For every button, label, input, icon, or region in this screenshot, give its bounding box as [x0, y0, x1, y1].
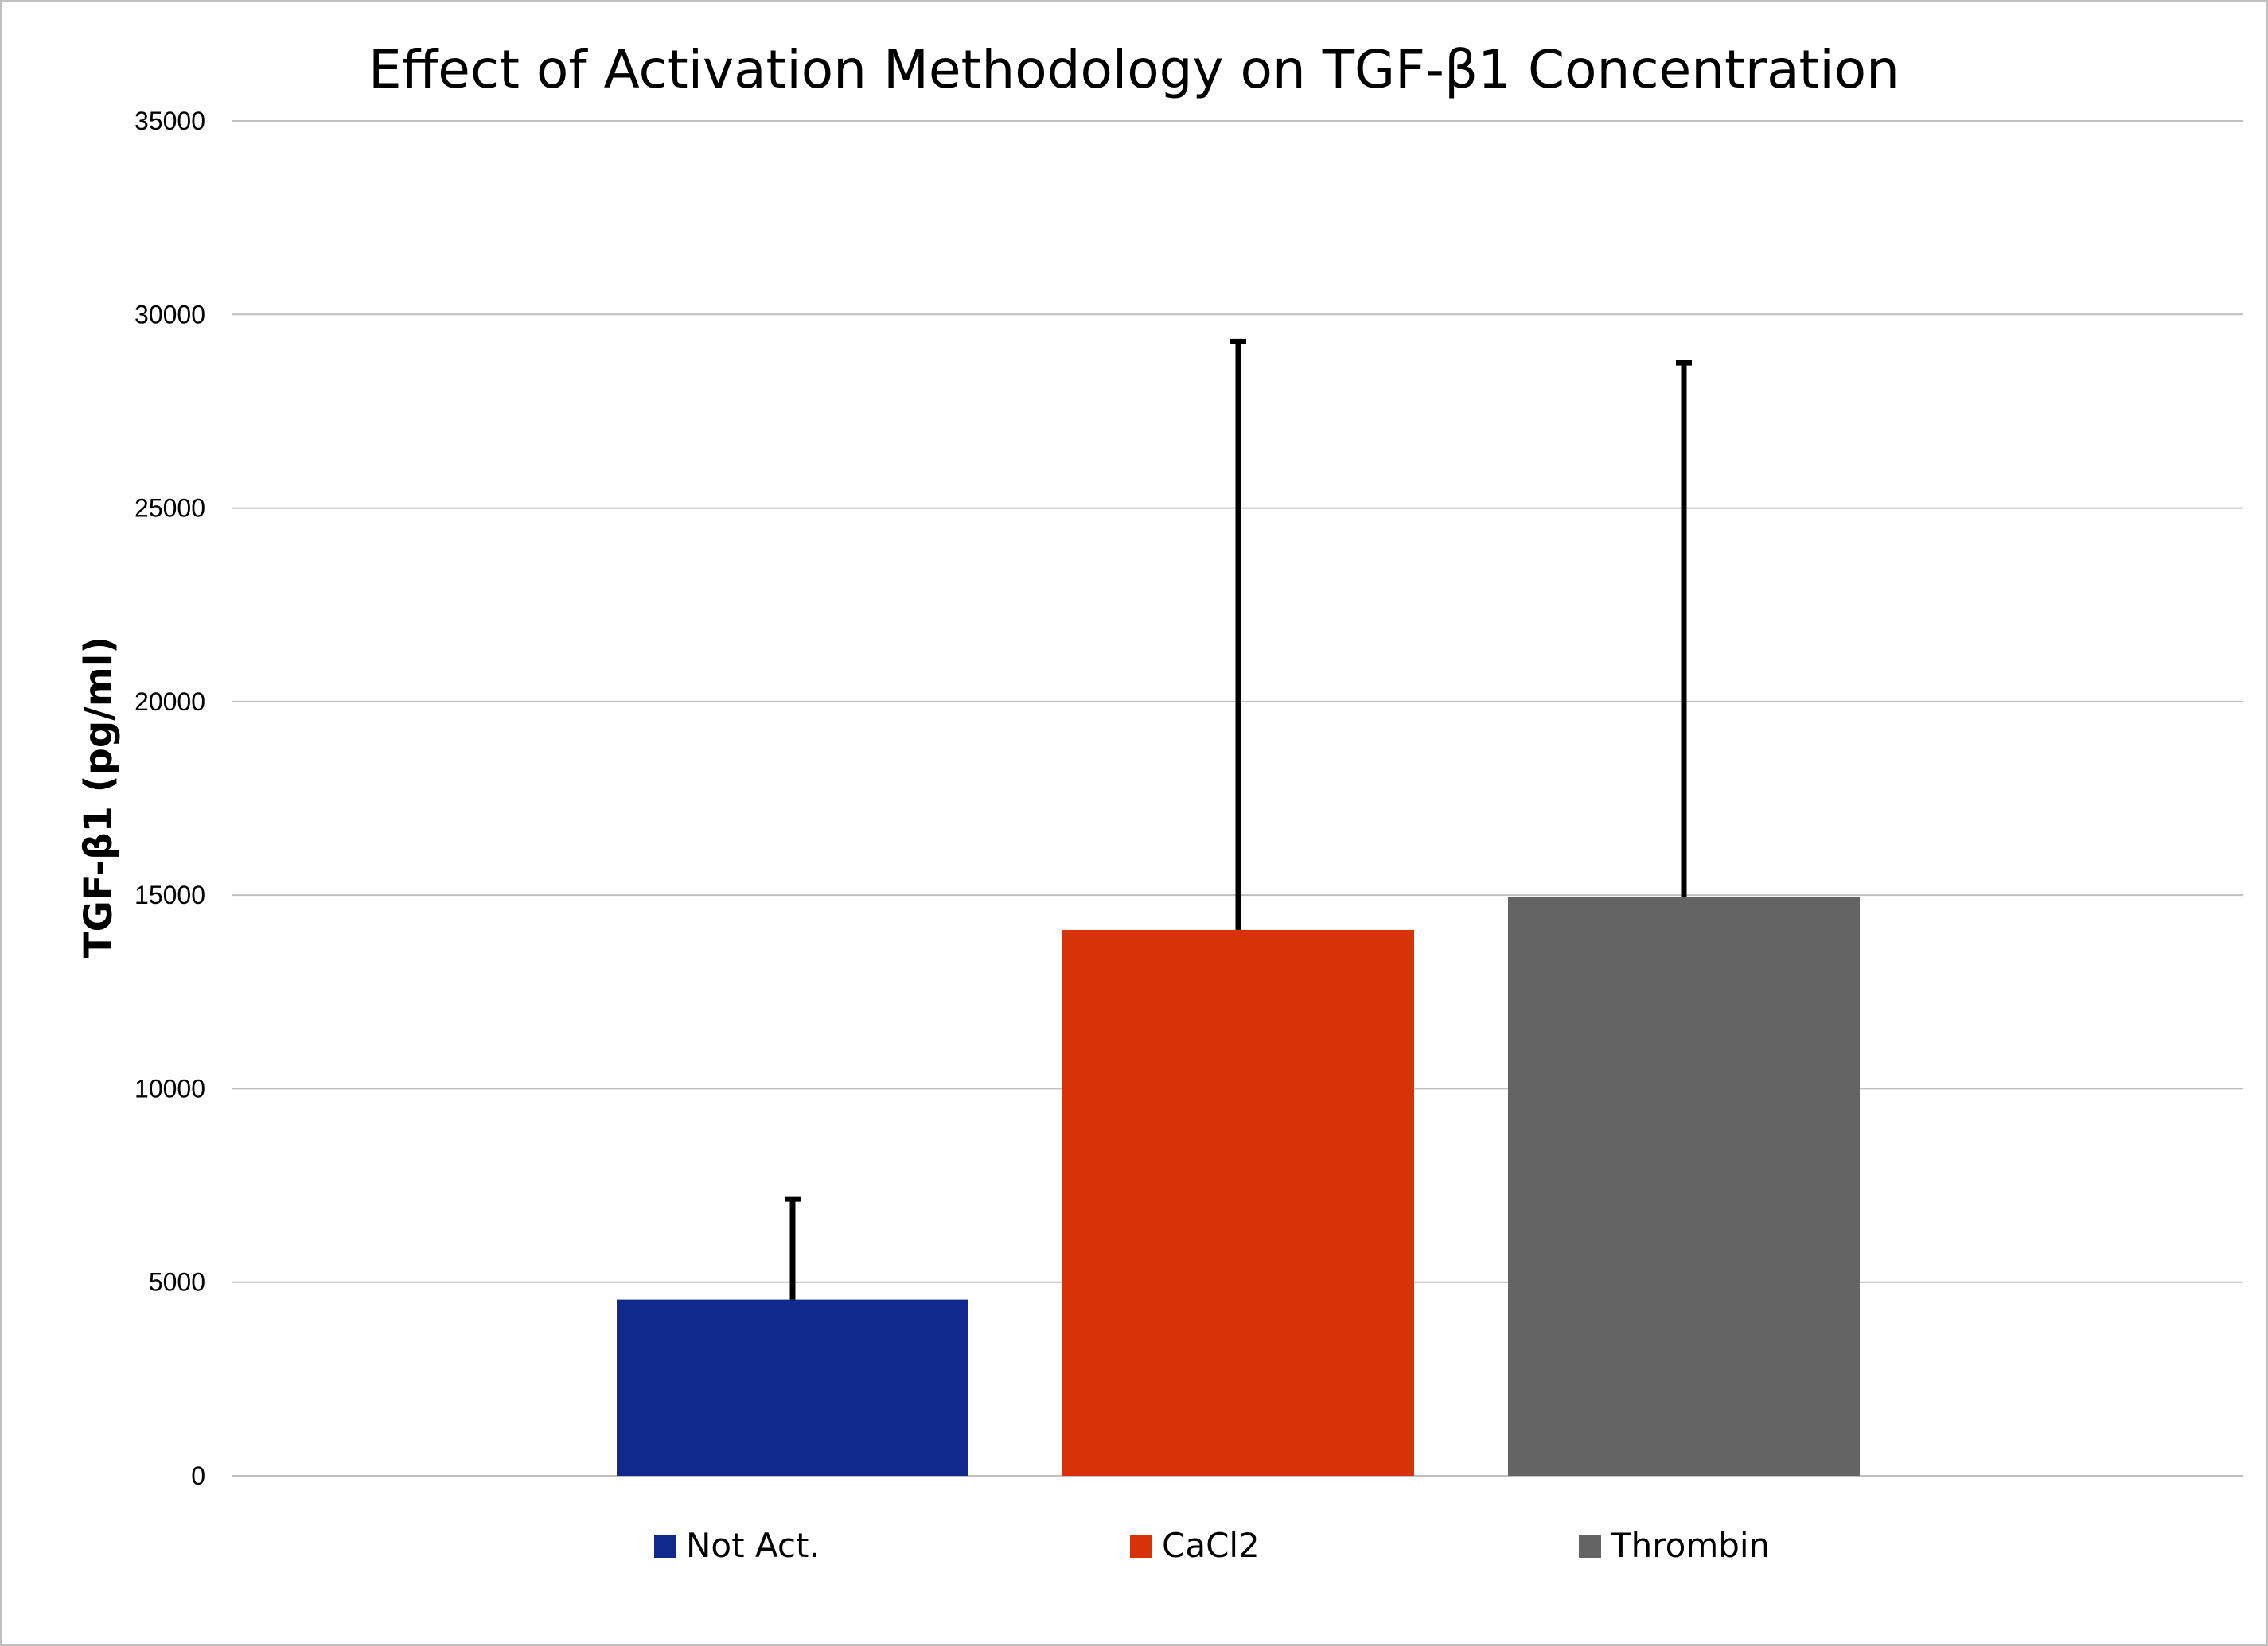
- y-axis-label: TGF-β1 (pg/ml): [76, 636, 121, 958]
- error-bars: [785, 338, 1692, 1300]
- bar: [1508, 897, 1860, 1476]
- legend-label: Not Act.: [686, 1526, 820, 1565]
- legend-label: Thrombin: [1610, 1526, 1770, 1565]
- bars: [617, 897, 1860, 1476]
- y-tick-label: 15000: [134, 881, 205, 909]
- bar: [617, 1299, 968, 1476]
- y-tick-label: 10000: [134, 1074, 205, 1103]
- y-tick-label: 35000: [134, 107, 205, 135]
- legend-swatch: [654, 1535, 676, 1558]
- y-tick-label: 0: [191, 1461, 205, 1490]
- legend-swatch: [1579, 1535, 1601, 1558]
- legend: Not Act. CaCl2 Thrombin: [654, 1526, 1770, 1565]
- bar: [1062, 929, 1414, 1476]
- y-tick-label: 20000: [134, 687, 205, 716]
- y-tick-label: 30000: [134, 300, 205, 329]
- y-tick-label: 5000: [149, 1268, 205, 1297]
- y-axis-ticks: 0 5000 10000 15000 20000 25000 30000 35000: [134, 107, 205, 1490]
- legend-label: CaCl2: [1162, 1526, 1260, 1565]
- legend-swatch: [1130, 1535, 1152, 1558]
- y-tick-label: 25000: [134, 494, 205, 523]
- chart-title: Effect of Activation Methodology on TGF-…: [368, 39, 1900, 100]
